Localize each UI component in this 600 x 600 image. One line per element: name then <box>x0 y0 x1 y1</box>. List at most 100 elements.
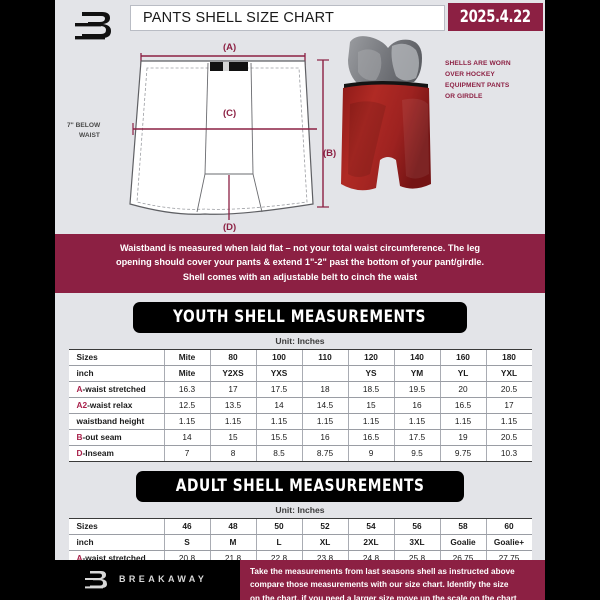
youth-heading-pill: YOUTH SHELL MEASUREMENTS <box>133 301 467 333</box>
photo-note: SHELLS ARE WORN OVER HOCKEY EQUIPMENT PA… <box>445 59 540 103</box>
youth-cell: YXL <box>485 365 532 382</box>
adult-cell: 56 <box>393 517 440 535</box>
youth-cell: 19 <box>439 429 486 446</box>
row-label-marker: D <box>76 448 83 459</box>
youth-cell: 160 <box>439 348 486 366</box>
youth-cell: 1.15 <box>439 413 486 430</box>
row-label-marker: A2 <box>76 400 88 411</box>
youth-row-label: A2-waist relax <box>68 397 164 414</box>
header: PANTS SHELL SIZE CHART 2025.4.22 <box>55 0 545 40</box>
youth-cell: 8.75 <box>301 445 348 462</box>
youth-row-label: A-waist stretched <box>68 381 164 398</box>
youth-cell: 7 <box>163 445 210 462</box>
youth-cell: 17 <box>485 397 532 414</box>
adult-heading-text: ADULT SHELL MEASUREMENTS <box>175 475 425 496</box>
youth-cell: 9 <box>347 445 394 462</box>
illustration-area: (A) (B) (C) (D) 7" BELOW WAIST <box>55 34 545 234</box>
adult-cell: M <box>209 534 256 551</box>
youth-cell: 1.15 <box>347 413 394 430</box>
banner-line-2: opening should cover your pants & extend… <box>115 257 485 268</box>
youth-cell: 10.3 <box>485 445 532 462</box>
youth-cell: 110 <box>301 348 348 366</box>
adult-cell: S <box>163 534 210 551</box>
table-row: B-out seam 14 15 15.5 16 16.5 17.5 19 20.5 <box>68 429 532 446</box>
pants-technical-drawing: (A) (B) (C) (D) 7" BELOW WAIST <box>67 42 336 233</box>
youth-cell: Mite <box>163 348 210 366</box>
youth-cell: 14 <box>255 397 302 414</box>
youth-cell: 12.5 <box>163 397 210 414</box>
youth-row-label: B-out seam <box>68 429 164 446</box>
youth-cell: YM <box>393 365 440 382</box>
footer-brand-name: BREAKAWAY <box>119 574 208 584</box>
breakaway-logo-icon-footer <box>85 571 107 589</box>
youth-cell: 80 <box>209 348 256 366</box>
adult-section-header: ADULT SHELL MEASUREMENTS <box>55 462 545 502</box>
youth-heading-text: YOUTH SHELL MEASUREMENTS <box>173 306 427 327</box>
youth-cell: 18.5 <box>347 381 394 398</box>
youth-cell: 16.5 <box>439 397 486 414</box>
adult-row-label: inch <box>68 534 164 551</box>
youth-cell: 19.5 <box>393 381 440 398</box>
youth-cell: 15 <box>209 429 256 446</box>
page-title: PANTS SHELL SIZE CHART <box>143 10 335 26</box>
youth-cell: 15.5 <box>255 429 302 446</box>
adult-row-label: Sizes <box>68 517 164 535</box>
youth-cell: YS <box>347 365 394 382</box>
below-waist-line2: WAIST <box>79 132 100 139</box>
footer-line-2: compare those measurements with our size… <box>250 580 509 590</box>
youth-unit-label: Unit: Inches <box>275 335 325 346</box>
youth-cell: 14.5 <box>301 397 348 414</box>
footer: BREAKAWAY Take the measurements from las… <box>55 560 545 600</box>
adult-heading-pill: ADULT SHELL MEASUREMENTS <box>135 470 465 502</box>
adult-cell: 52 <box>301 517 348 535</box>
table-row: inch S M L XL 2XL 3XL Goalie Goalie+ <box>68 534 532 551</box>
footer-line-3: on the chart, if you need a larger size … <box>250 593 517 600</box>
youth-cell: 17.5 <box>255 381 302 398</box>
table-row: Sizes 46 48 50 52 54 56 58 60 <box>68 517 532 535</box>
youth-cell: 9.5 <box>393 445 440 462</box>
adult-cell: 48 <box>209 517 256 535</box>
banner-line-1: Waistband is measured when laid flat – n… <box>119 243 481 253</box>
youth-cell: 18 <box>301 381 348 398</box>
note-line-4: OR GIRDLE <box>445 92 483 100</box>
row-label-marker: A <box>76 553 83 564</box>
youth-cell: 120 <box>347 348 394 366</box>
youth-cell: 15 <box>347 397 394 414</box>
adult-cell: 60 <box>485 517 532 535</box>
footer-brand-block: BREAKAWAY <box>55 560 240 600</box>
table-row: D-Inseam 7 8 8.5 8.75 9 9.5 9.75 10.3 <box>68 445 532 462</box>
table-row: A-waist stretched 16.3 17 17.5 18 18.5 19.5 20 2… <box>68 381 532 398</box>
youth-cell: YXS <box>255 365 302 382</box>
adult-cell: 50 <box>255 517 302 535</box>
youth-cell: 100 <box>255 348 302 366</box>
youth-cell: Mite <box>163 365 210 382</box>
youth-cell: 8 <box>209 445 256 462</box>
youth-cell: 20 <box>439 381 486 398</box>
adult-cell: Goalie <box>439 534 486 551</box>
footer-instructions: Take the measurements from last seasons … <box>240 560 545 600</box>
youth-cell: 1.15 <box>255 413 302 430</box>
adult-cell: 3XL <box>393 534 440 551</box>
youth-row-label: waistband height <box>68 413 164 430</box>
chart-title-box: PANTS SHELL SIZE CHART <box>130 5 445 31</box>
youth-table-body: Sizes Mite 80 100 110 120 140 160 180 inch Mite Y2X… <box>68 348 532 462</box>
table-row: Sizes Mite 80 100 110 120 140 160 180 <box>68 348 532 366</box>
breakaway-logo-icon <box>75 12 111 40</box>
youth-cell: 16.5 <box>347 429 394 446</box>
youth-cell: 16.3 <box>163 381 210 398</box>
youth-cell: 1.15 <box>209 413 256 430</box>
youth-cell: 1.15 <box>485 413 532 430</box>
label-d: (D) <box>223 222 236 233</box>
youth-cell: 16 <box>301 429 348 446</box>
youth-cell: 13.5 <box>209 397 256 414</box>
adult-cell: 54 <box>347 517 394 535</box>
youth-cell: YL <box>439 365 486 382</box>
youth-row-label: inch <box>68 365 164 382</box>
youth-cell: 8.5 <box>255 445 302 462</box>
youth-cell: 17.5 <box>393 429 440 446</box>
shell-product-photo <box>341 36 431 191</box>
banner-line-3: Shell comes with an adjustable belt to c… <box>182 271 418 282</box>
table-row: A2-waist relax 12.5 13.5 14 14.5 15 16 16.5 17 <box>68 397 532 414</box>
